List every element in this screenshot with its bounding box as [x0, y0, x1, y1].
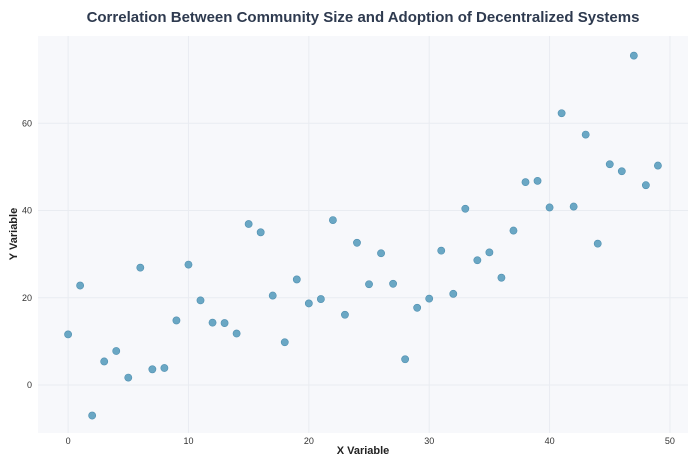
data-point	[617, 167, 626, 176]
data-point	[160, 364, 169, 372]
data-point	[461, 204, 470, 213]
y-tick-label: 40	[22, 206, 32, 216]
data-point	[208, 318, 217, 327]
plot-area	[38, 36, 688, 433]
x-tick-label: 0	[66, 436, 71, 446]
data-point	[292, 275, 301, 284]
data-point	[353, 238, 361, 247]
data-point	[76, 281, 85, 290]
data-point	[654, 161, 662, 170]
y-axis-label: Y Variable	[8, 208, 20, 260]
data-point	[88, 411, 97, 420]
data-point	[509, 226, 518, 235]
data-point	[425, 294, 434, 303]
data-point	[148, 365, 157, 374]
data-point	[136, 263, 145, 272]
data-point	[64, 330, 72, 339]
data-point	[413, 303, 422, 312]
data-point	[497, 273, 506, 282]
data-point	[557, 109, 566, 118]
data-point	[449, 289, 458, 298]
data-points	[64, 51, 662, 420]
tick-labels: 0 10 20 30 40 50 0 20 40 60	[22, 118, 675, 446]
data-point	[329, 216, 337, 225]
data-point	[184, 260, 193, 269]
x-tick-label: 10	[183, 436, 193, 446]
data-point	[593, 239, 602, 248]
data-point	[244, 220, 253, 228]
y-tick-label: 60	[22, 118, 32, 128]
data-point	[316, 295, 325, 303]
data-point	[389, 279, 397, 288]
data-point	[341, 310, 349, 319]
x-tick-label: 20	[304, 436, 314, 446]
x-tick-label: 50	[665, 436, 675, 446]
data-point	[401, 355, 410, 364]
grid	[38, 36, 688, 433]
data-point	[533, 176, 542, 185]
data-point	[581, 130, 590, 139]
data-point	[124, 373, 133, 382]
data-point	[473, 256, 482, 265]
data-point	[112, 347, 121, 355]
data-point	[545, 203, 554, 212]
data-point	[256, 228, 265, 237]
x-tick-label: 30	[424, 436, 434, 446]
data-point	[377, 249, 385, 258]
y-tick-label: 20	[22, 293, 32, 303]
data-point	[220, 319, 229, 327]
data-point	[365, 280, 373, 289]
data-point	[437, 246, 446, 255]
x-tick-label: 40	[545, 436, 555, 446]
data-point	[569, 202, 578, 211]
data-point	[172, 316, 181, 325]
data-point	[521, 178, 530, 187]
chart-title: Correlation Between Community Size and A…	[87, 9, 640, 26]
data-point	[485, 248, 494, 257]
data-point	[232, 329, 241, 338]
data-point	[641, 181, 650, 190]
data-point	[268, 291, 277, 300]
data-point	[196, 296, 205, 305]
data-point	[605, 160, 614, 169]
y-tick-label: 0	[27, 380, 32, 390]
data-point	[280, 338, 289, 347]
x-axis-label: X Variable	[337, 445, 390, 457]
data-point	[304, 299, 313, 308]
data-point	[100, 357, 109, 366]
data-point	[629, 51, 638, 60]
